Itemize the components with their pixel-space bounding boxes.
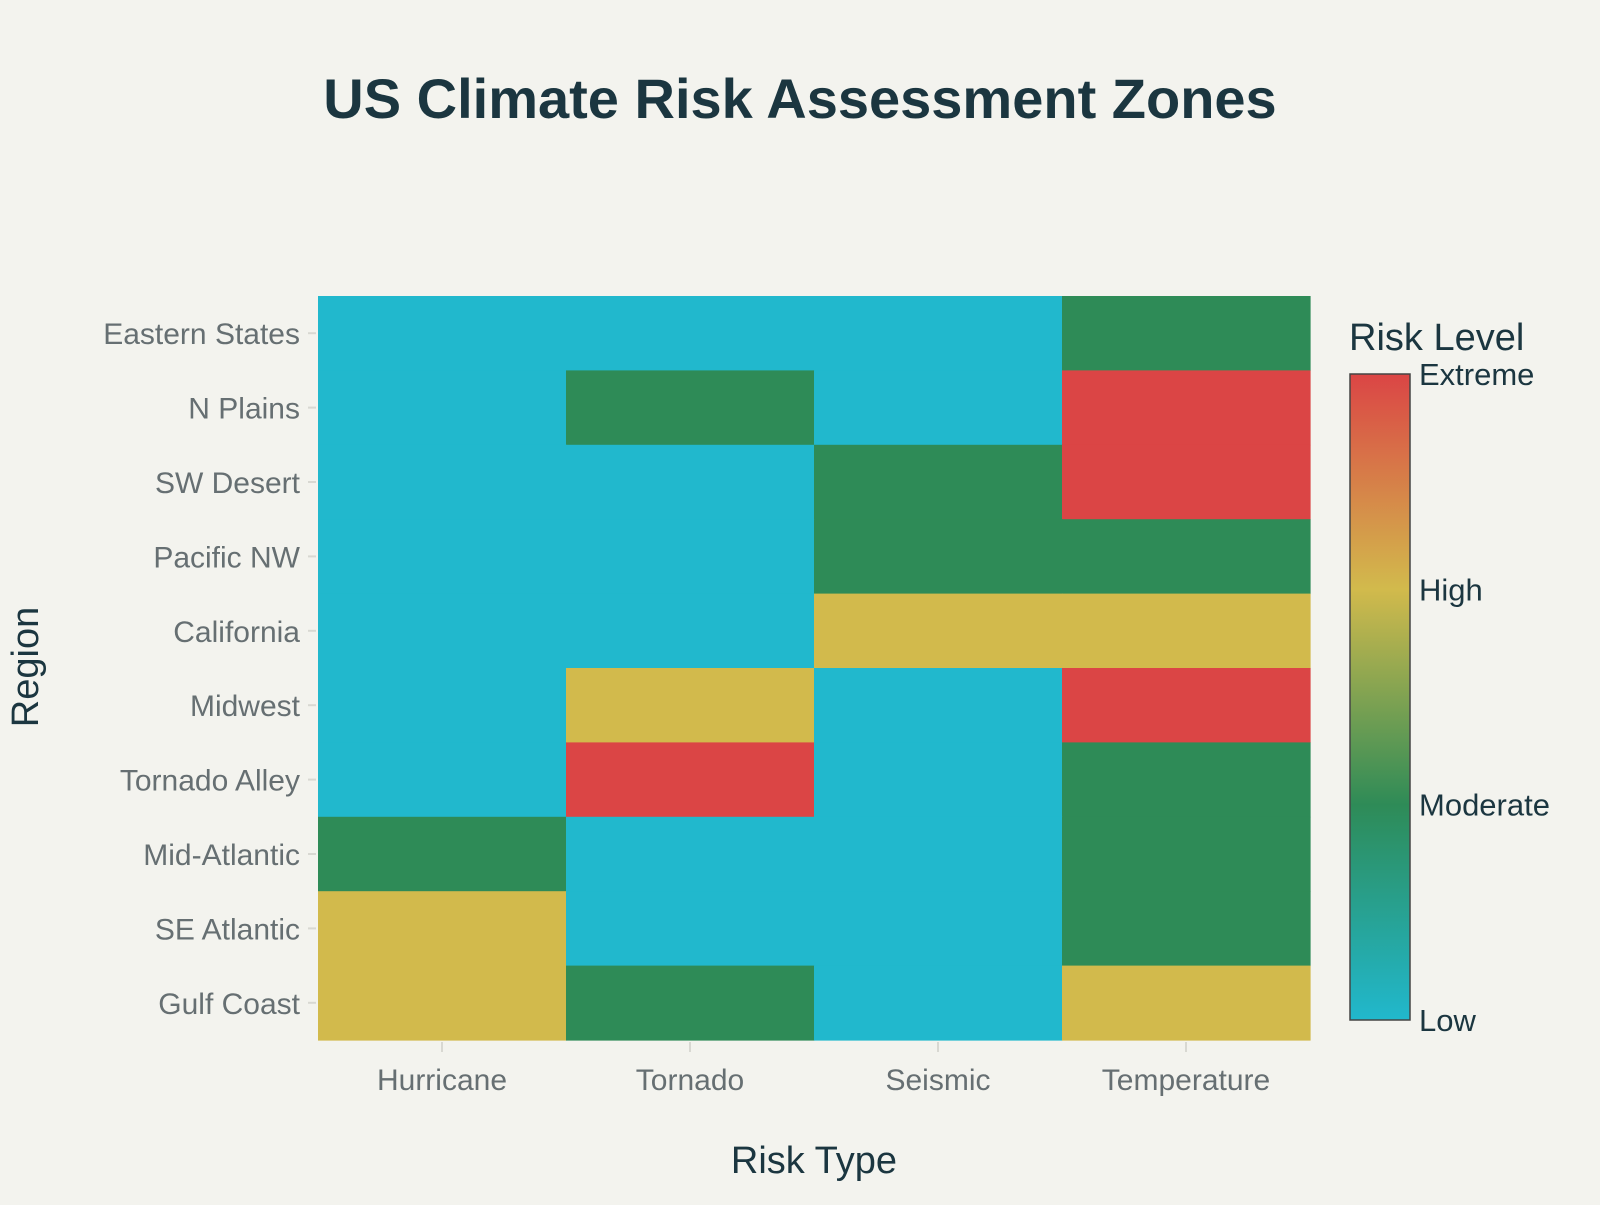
- y-tick-label: Eastern States: [103, 318, 300, 351]
- heatmap-cell: [318, 742, 567, 818]
- heatmap-cell: [1062, 444, 1311, 520]
- heatmap-cell: [566, 519, 815, 595]
- heatmap-cell: [1062, 816, 1311, 892]
- heatmap-cell: [318, 296, 567, 371]
- heatmap-cell: [1062, 891, 1311, 967]
- heatmap-cell: [1062, 965, 1311, 1041]
- heatmap-cell: [318, 593, 567, 669]
- y-tick-label: SW Desert: [155, 467, 301, 500]
- heatmap-cell: [566, 742, 815, 818]
- y-tick-label: Midwest: [190, 690, 301, 723]
- colorbar-ticks: Low Moderate High Extreme: [1419, 357, 1550, 1038]
- colorbar: Risk Level Low Moderate High Extreme: [1349, 317, 1550, 1038]
- y-axis-title: Region: [5, 607, 47, 727]
- heatmap-cell: [566, 965, 815, 1041]
- y-tick-label: SE Atlantic: [155, 913, 300, 946]
- x-tick-label: Hurricane: [377, 1064, 507, 1097]
- heatmap-cell: [566, 668, 815, 743]
- x-axis-title: Risk Type: [731, 1140, 897, 1182]
- y-axis-ticks: Eastern States N Plains SW Desert Pacific N…: [103, 318, 316, 1021]
- y-tick-label: Pacific NW: [153, 541, 300, 574]
- heatmap-cell: [566, 593, 815, 669]
- colorbar-title: Risk Level: [1349, 317, 1524, 359]
- heatmap-cell: [566, 891, 815, 967]
- heatmap-cell: [1062, 370, 1311, 446]
- colorbar-tick-label: Low: [1419, 1003, 1476, 1038]
- heatmap-cell: [814, 742, 1063, 818]
- heatmap-cell: [566, 296, 815, 371]
- heatmap-cell: [1062, 668, 1311, 743]
- colorbar-tick-label: Extreme: [1419, 357, 1534, 392]
- heatmap-cell: [814, 668, 1063, 743]
- heatmap-cell: [1062, 742, 1311, 818]
- heatmap-cells: [318, 296, 1311, 1041]
- heatmap-cell: [814, 296, 1063, 371]
- heatmap-cell: [814, 593, 1063, 669]
- heatmap-cell: [814, 444, 1063, 520]
- heatmap-cell: [318, 519, 567, 595]
- y-tick-label: Gulf Coast: [158, 988, 300, 1021]
- colorbar-gradient: [1349, 373, 1411, 1021]
- heatmap-cell: [1062, 593, 1311, 669]
- heatmap-cell: [814, 891, 1063, 967]
- chart-title: US Climate Risk Assessment Zones: [323, 67, 1276, 130]
- heatmap-cell: [814, 816, 1063, 892]
- y-tick-label: Mid-Atlantic: [143, 839, 300, 872]
- x-tick-label: Temperature: [1102, 1064, 1270, 1097]
- heatmap-cell: [318, 668, 567, 743]
- heatmap-cell: [318, 965, 567, 1041]
- colorbar-tick-label: High: [1419, 572, 1483, 607]
- heatmap-cell: [318, 816, 567, 892]
- x-tick-label: Tornado: [636, 1064, 744, 1097]
- heatmap-cell: [566, 444, 815, 520]
- y-tick-label: N Plains: [188, 393, 300, 426]
- heatmap-cell: [566, 370, 815, 446]
- heatmap-cell: [814, 965, 1063, 1041]
- heatmap-cell: [318, 891, 567, 967]
- heatmap-cell: [814, 519, 1063, 595]
- colorbar-tick-label: Moderate: [1419, 788, 1550, 823]
- heatmap-cell: [318, 444, 567, 520]
- y-tick-label: California: [173, 616, 300, 649]
- heatmap-cell: [1062, 296, 1311, 371]
- heatmap-cell: [1062, 519, 1311, 595]
- x-tick-label: Seismic: [885, 1064, 990, 1097]
- heatmap-cell: [566, 816, 815, 892]
- heatmap-cell: [814, 370, 1063, 446]
- heatmap-cell: [318, 370, 567, 446]
- x-axis-ticks: Hurricane Tornado Seismic Temperature: [377, 1042, 1270, 1097]
- y-tick-label: Tornado Alley: [120, 765, 300, 798]
